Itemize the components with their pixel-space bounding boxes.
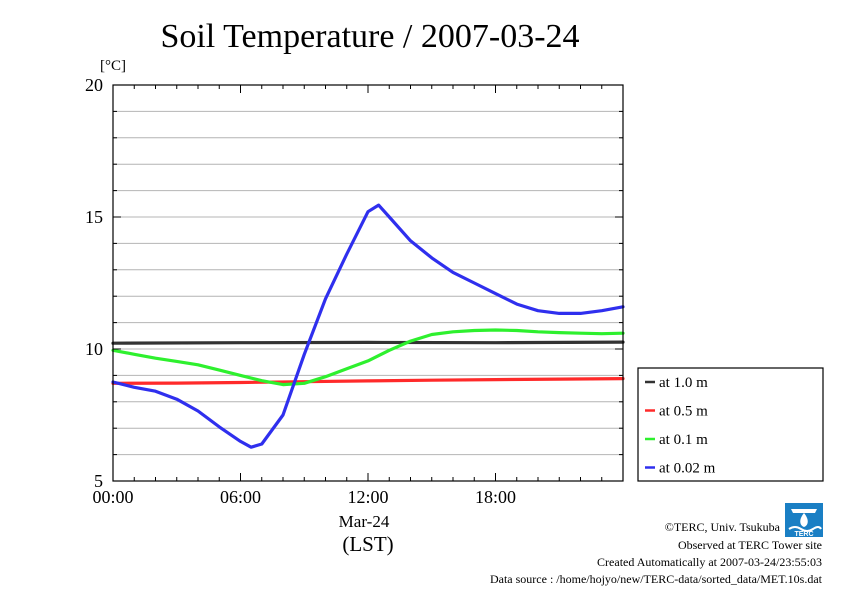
series-line xyxy=(111,340,625,345)
footer-observed: Observed at TERC Tower site xyxy=(678,538,822,552)
series-line xyxy=(111,377,625,385)
y-tick-label: 10 xyxy=(85,339,103,359)
x-tick-label: 12:00 xyxy=(347,487,388,507)
y-ticks: 5 10 15 20 xyxy=(85,75,623,491)
series-lines xyxy=(111,203,625,449)
series-line xyxy=(111,203,625,449)
legend-label: at 0.02 m xyxy=(659,461,716,477)
y-tick-label: 20 xyxy=(85,75,103,95)
footer-created: Created Automatically at 2007-03-24/23:5… xyxy=(597,555,822,569)
series-line xyxy=(111,328,625,387)
legend-label: at 0.5 m xyxy=(659,404,708,420)
y-tick-label: 5 xyxy=(94,471,103,491)
footer-source: Data source : /home/hojyo/new/TERC-data/… xyxy=(490,572,823,586)
x-tick-label: 18:00 xyxy=(475,487,516,507)
x-axis-timezone-label: (LST) xyxy=(342,532,393,556)
y-axis-unit: [°C] xyxy=(100,58,126,74)
terc-logo: TERC xyxy=(785,503,823,538)
chart-title: Soil Temperature / 2007-03-24 xyxy=(160,18,579,55)
plot-frame xyxy=(112,84,624,482)
grid-lines xyxy=(113,110,623,456)
footer-copyright: ©TERC, Univ. Tsukuba xyxy=(665,520,781,534)
legend: at 1.0 m at 0.5 m at 0.1 m at 0.02 m xyxy=(645,375,716,477)
legend-box xyxy=(637,367,824,482)
y-tick-label: 15 xyxy=(85,207,103,227)
x-ticks: 00:00 06:00 12:00 18:00 xyxy=(92,85,624,507)
x-axis-date-label: Mar-24 xyxy=(339,512,390,531)
logo-text: TERC xyxy=(794,531,813,538)
legend-label: at 1.0 m xyxy=(659,375,708,391)
x-tick-label: 00:00 xyxy=(92,487,133,507)
legend-label: at 0.1 m xyxy=(659,432,708,448)
x-tick-label: 06:00 xyxy=(220,487,261,507)
